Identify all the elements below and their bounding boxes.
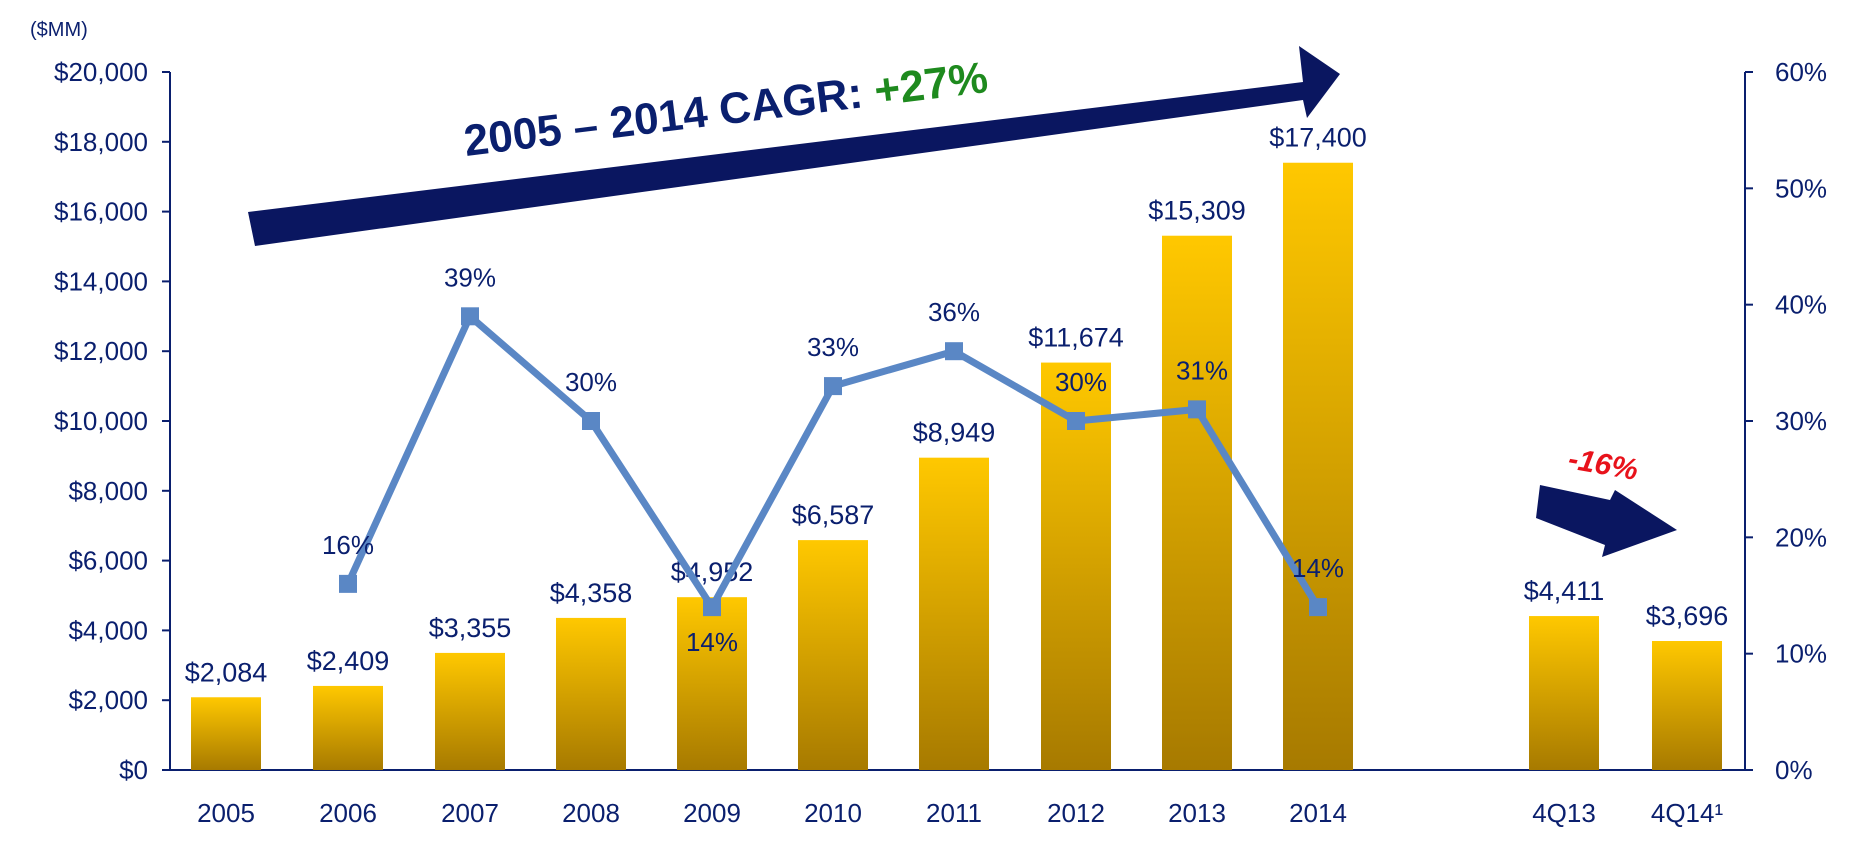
left-axis-tick-label: $12,000 [54, 336, 148, 366]
bar-value-label: $3,696 [1646, 601, 1729, 631]
bar-2006 [313, 686, 383, 770]
category-label: 2014 [1289, 798, 1347, 828]
right-axis-tick-label: 10% [1775, 639, 1827, 669]
right-axis-ticks: 0% 10% 20% 30% 40% 50% 60% [1745, 57, 1827, 785]
category-labels: 2005 2006 2007 2008 2009 2010 2011 2012 2013 2014… [197, 798, 1723, 828]
unit-label: ($MM) [30, 19, 88, 41]
bar-value-label: $2,409 [307, 646, 390, 676]
bar-value-label: $11,674 [1028, 323, 1124, 353]
bar-value-label: $4,358 [550, 578, 633, 608]
cagr-headline-value: +27% [872, 53, 991, 115]
growth-label: 31% [1176, 355, 1228, 385]
growth-label: 33% [807, 332, 859, 362]
left-axis-tick-label: $18,000 [54, 127, 148, 157]
bar-2010 [798, 540, 868, 770]
category-label: 2007 [441, 798, 499, 828]
category-label: 4Q13 [1532, 798, 1596, 828]
bar-value-label: $3,355 [429, 613, 512, 643]
growth-label: 14% [1292, 553, 1344, 583]
right-axis-tick-label: 30% [1775, 406, 1827, 436]
category-label: 2013 [1168, 798, 1226, 828]
bar-value-label: $2,084 [185, 657, 268, 687]
right-axis-tick-label: 50% [1775, 173, 1827, 203]
growth-marker [339, 575, 357, 593]
growth-marker [1309, 598, 1327, 616]
bar-2014 [1283, 163, 1353, 770]
bar-value-label: $17,400 [1269, 123, 1367, 153]
left-axis-tick-label: $16,000 [54, 197, 148, 227]
right-axis-tick-label: 40% [1775, 290, 1827, 320]
bar-value-label: $4,411 [1524, 576, 1605, 606]
right-axis-tick-label: 20% [1775, 522, 1827, 552]
bar-value-label: $15,309 [1148, 196, 1246, 226]
category-label: 2008 [562, 798, 620, 828]
bar-value-label: $8,949 [913, 418, 996, 448]
growth-marker [945, 342, 963, 360]
left-axis-tick-label: $4,000 [68, 615, 148, 645]
category-label: 2010 [804, 798, 862, 828]
bar-4Q13 [1529, 616, 1599, 770]
category-label: 2011 [926, 798, 982, 828]
right-axis-tick-label: 0% [1775, 755, 1813, 785]
left-axis-tick-label: $8,000 [68, 476, 148, 506]
growth-marker [1188, 400, 1206, 418]
category-label: 4Q14¹ [1651, 798, 1724, 828]
growth-marker [1067, 412, 1085, 430]
growth-label: 30% [1055, 367, 1107, 397]
left-axis-tick-label: $0 [119, 755, 148, 785]
category-label: 2012 [1047, 798, 1105, 828]
right-axis-tick-label: 60% [1775, 57, 1827, 87]
left-axis-ticks: $0 $2,000 $4,000 $6,000 $8,000 $10,000 $12,000… [54, 57, 170, 785]
left-axis-tick-label: $2,000 [68, 685, 148, 715]
bar-2013 [1162, 236, 1232, 770]
growth-label: 14% [686, 627, 738, 657]
left-axis-tick-label: $6,000 [68, 546, 148, 576]
growth-label: 39% [444, 262, 496, 292]
bar-2007 [435, 653, 505, 770]
growth-label: 30% [565, 367, 617, 397]
bar-4Q14¹ [1652, 641, 1722, 770]
bar-2009 [677, 597, 747, 770]
category-label: 2005 [197, 798, 255, 828]
bar-series [191, 163, 1722, 770]
decline-change-label: -16% [1566, 442, 1641, 487]
growth-label: 36% [928, 297, 980, 327]
growth-label: 16% [322, 530, 374, 560]
growth-marker [703, 598, 721, 616]
category-label: 2006 [319, 798, 377, 828]
decline-arrow-shape [1536, 485, 1677, 557]
bar-2011 [919, 458, 989, 770]
growth-marker [582, 412, 600, 430]
left-axis-tick-label: $20,000 [54, 57, 148, 87]
left-axis-tick-label: $14,000 [54, 266, 148, 296]
category-label: 2009 [683, 798, 741, 828]
growth-marker [824, 377, 842, 395]
left-axis-tick-label: $10,000 [54, 406, 148, 436]
bar-2008 [556, 618, 626, 770]
growth-marker [461, 307, 479, 325]
bar-value-label: $6,587 [792, 500, 875, 530]
bar-2005 [191, 697, 261, 770]
